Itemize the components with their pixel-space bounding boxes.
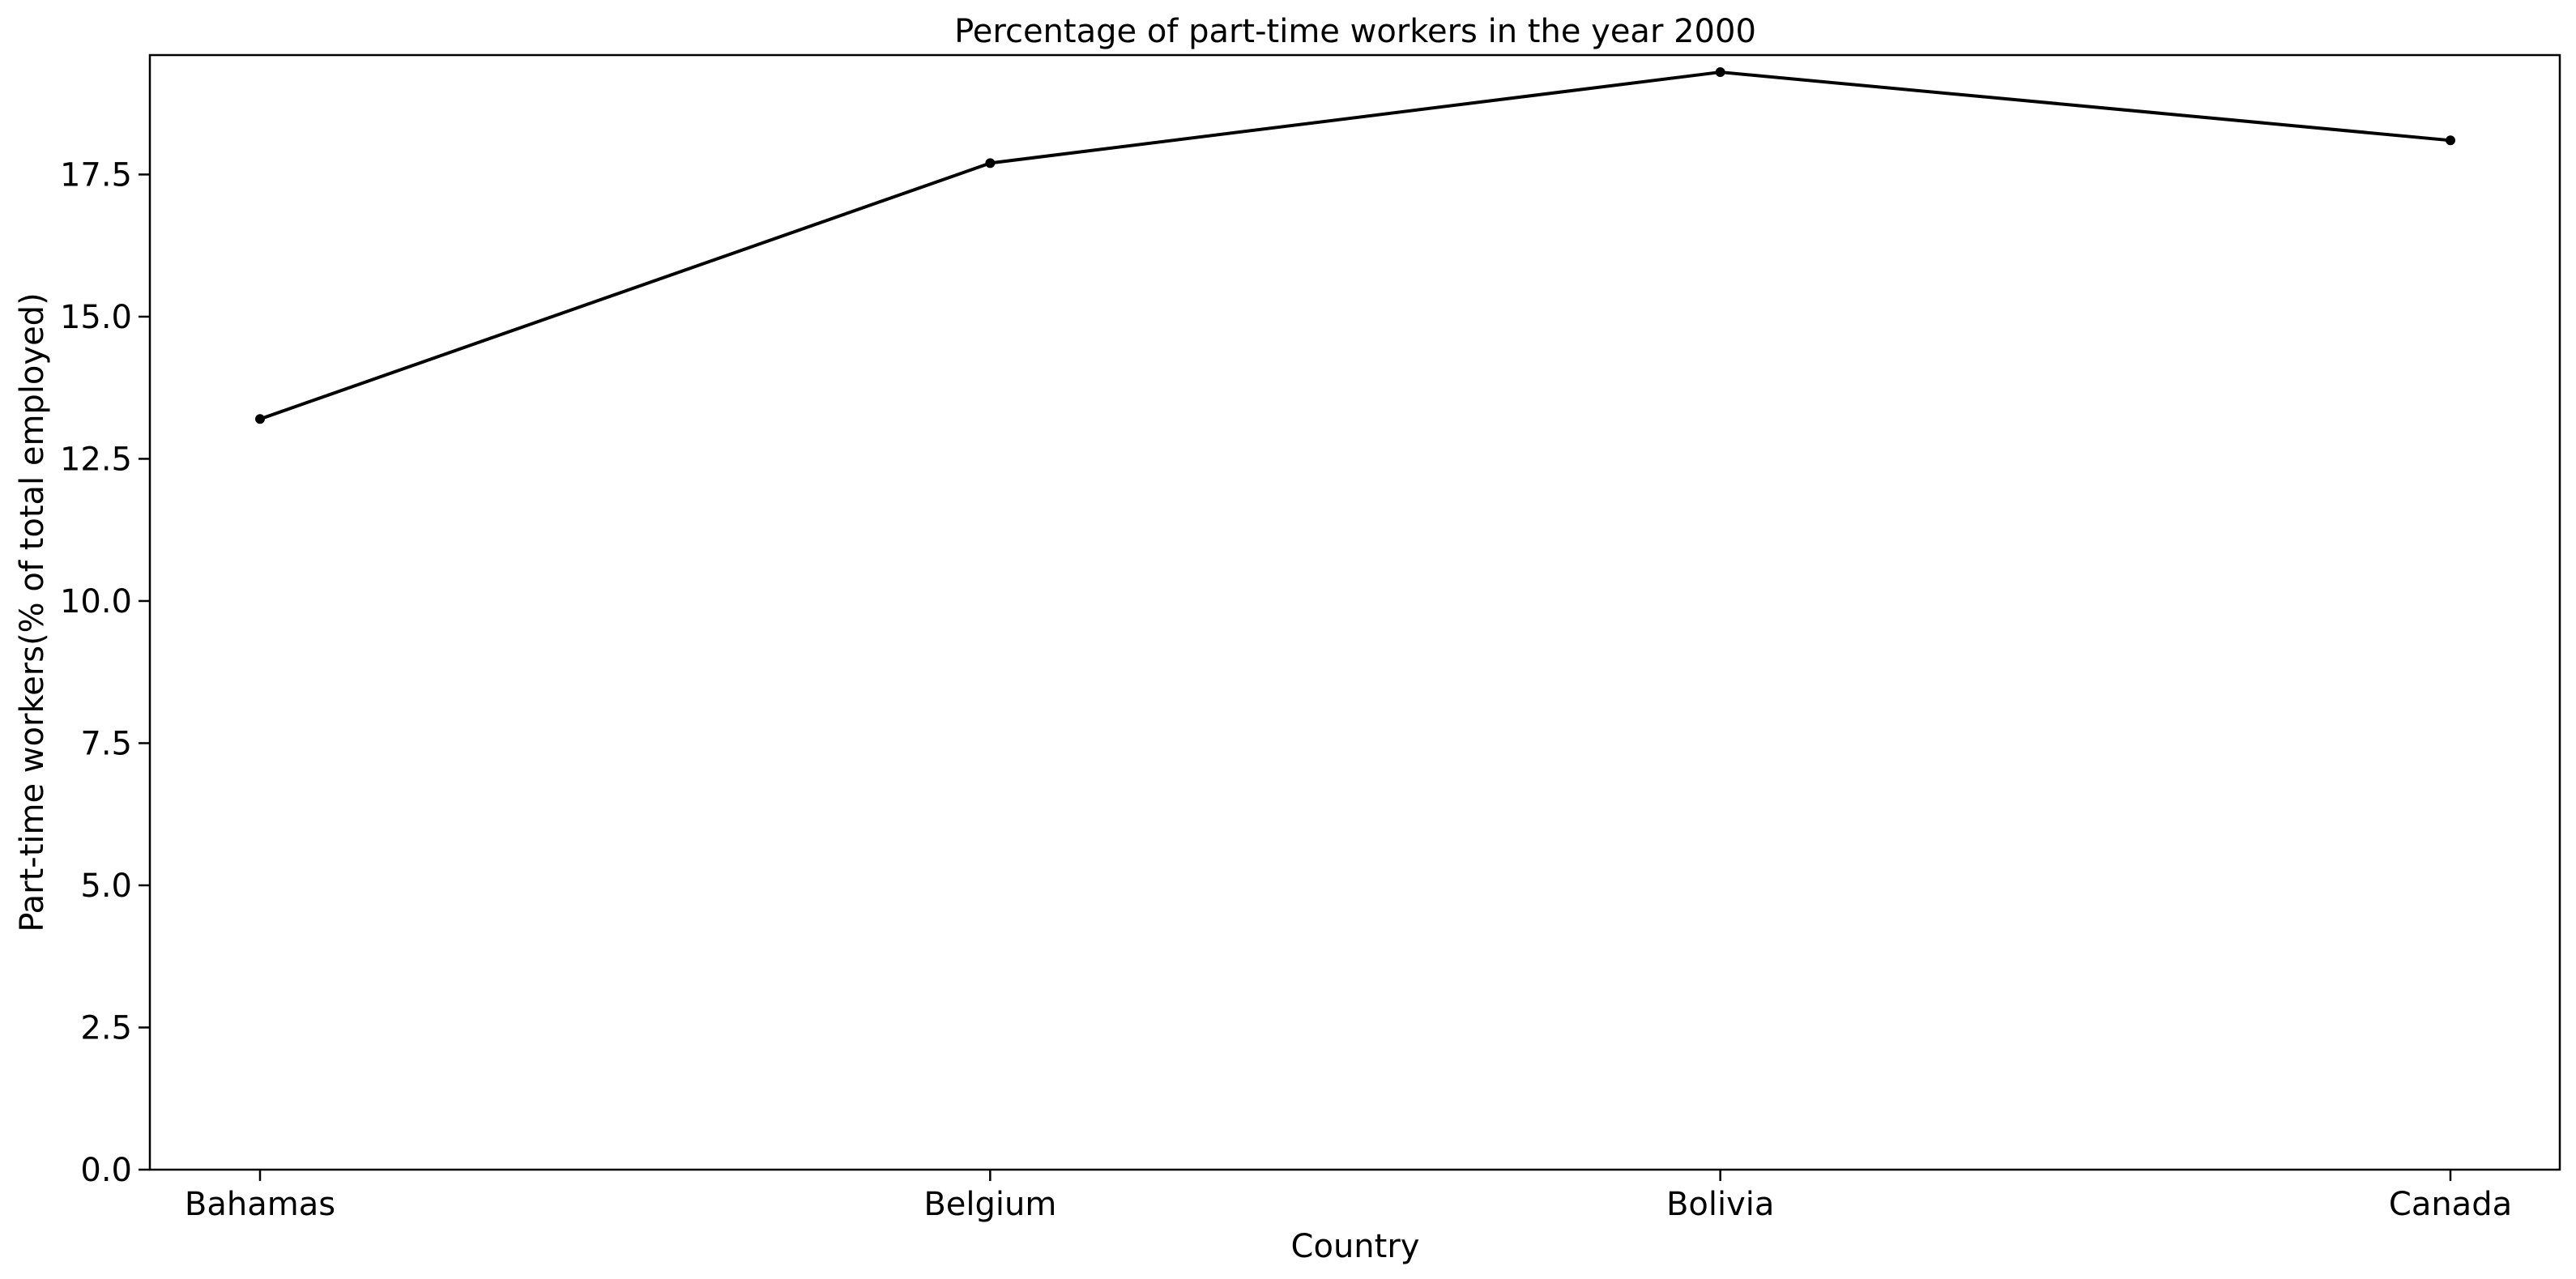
y-tick-label: 10.0 <box>60 583 132 620</box>
x-tick-label: Canada <box>2389 1186 2512 1223</box>
series-layer <box>255 67 2455 424</box>
y-tick-label: 0.0 <box>80 1152 132 1189</box>
data-point <box>255 414 265 424</box>
x-axis-label: Country <box>1291 1228 1420 1265</box>
data-point <box>2446 135 2455 146</box>
x-tick-label: Bolivia <box>1666 1186 1774 1223</box>
y-tick-label: 17.5 <box>60 156 132 194</box>
x-tick-label: Belgium <box>923 1186 1056 1223</box>
x-tick-label: Bahamas <box>185 1186 335 1223</box>
y-tick-label: 2.5 <box>80 1009 132 1047</box>
y-tick-label: 12.5 <box>60 441 132 478</box>
x-axis: Bahamas Belgium Bolivia Canada <box>185 1170 2512 1223</box>
y-axis-label: Part-time workers(% of total employed) <box>14 292 51 932</box>
y-tick-label: 15.0 <box>60 299 132 336</box>
data-point <box>985 158 996 168</box>
data-point <box>1715 67 1725 78</box>
y-tick-label: 5.0 <box>80 868 132 905</box>
series-line <box>259 70 2451 421</box>
plot-area: 0.0 2.5 5.0 7.5 10.0 12.5 15.0 17.5 Bahamas Belg… <box>60 53 2561 1223</box>
plot-frame <box>148 53 2561 1171</box>
y-axis: 0.0 2.5 5.0 7.5 10.0 12.5 15.0 17.5 <box>60 156 150 1189</box>
y-tick-label: 7.5 <box>80 725 132 762</box>
chart-title: Percentage of part-time workers in the y… <box>954 13 1756 50</box>
